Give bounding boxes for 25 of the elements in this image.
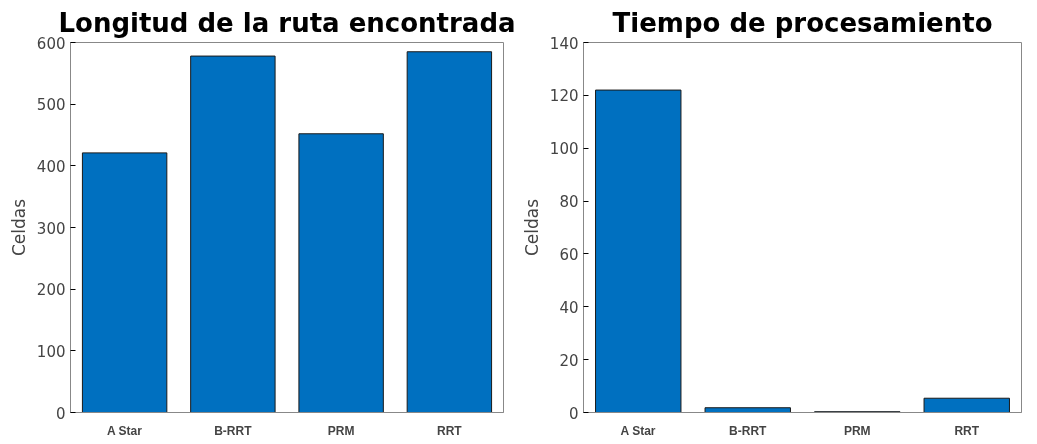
y-tick-label: 120 bbox=[549, 87, 579, 106]
y-tick-label: 80 bbox=[559, 193, 579, 212]
y-tick-label: 0 bbox=[55, 404, 66, 423]
chart-title: Tiempo de procesamiento bbox=[612, 7, 993, 38]
x-tick-label: A Star bbox=[106, 423, 143, 438]
x-tick-label: B-RRT bbox=[729, 423, 768, 438]
x-tick-label: RRT bbox=[437, 423, 463, 438]
y-tick-label: 300 bbox=[36, 219, 66, 238]
x-tick-label: RRT bbox=[954, 423, 980, 438]
y-tick-label: 40 bbox=[559, 298, 579, 317]
y-tick-label: 500 bbox=[36, 96, 66, 115]
y-tick-label: 100 bbox=[549, 140, 579, 159]
x-tick-label: B-RRT bbox=[214, 423, 253, 438]
y-tick-label: 400 bbox=[36, 157, 66, 176]
x-tick-label: PRM bbox=[327, 423, 355, 438]
y-tick-label: 100 bbox=[36, 342, 66, 361]
y-tick-label: 20 bbox=[559, 351, 579, 370]
x-tick-label: A Star bbox=[620, 423, 656, 438]
x-tick-label: PRM bbox=[843, 423, 871, 438]
y-tick-label: 0 bbox=[568, 404, 579, 423]
y-axis-title: Celdas bbox=[8, 198, 29, 257]
y-tick-label: 200 bbox=[36, 281, 66, 300]
y-axis-title: Celdas bbox=[521, 198, 542, 257]
y-tick-label: 140 bbox=[549, 34, 579, 53]
y-tick-label: 60 bbox=[559, 245, 579, 264]
